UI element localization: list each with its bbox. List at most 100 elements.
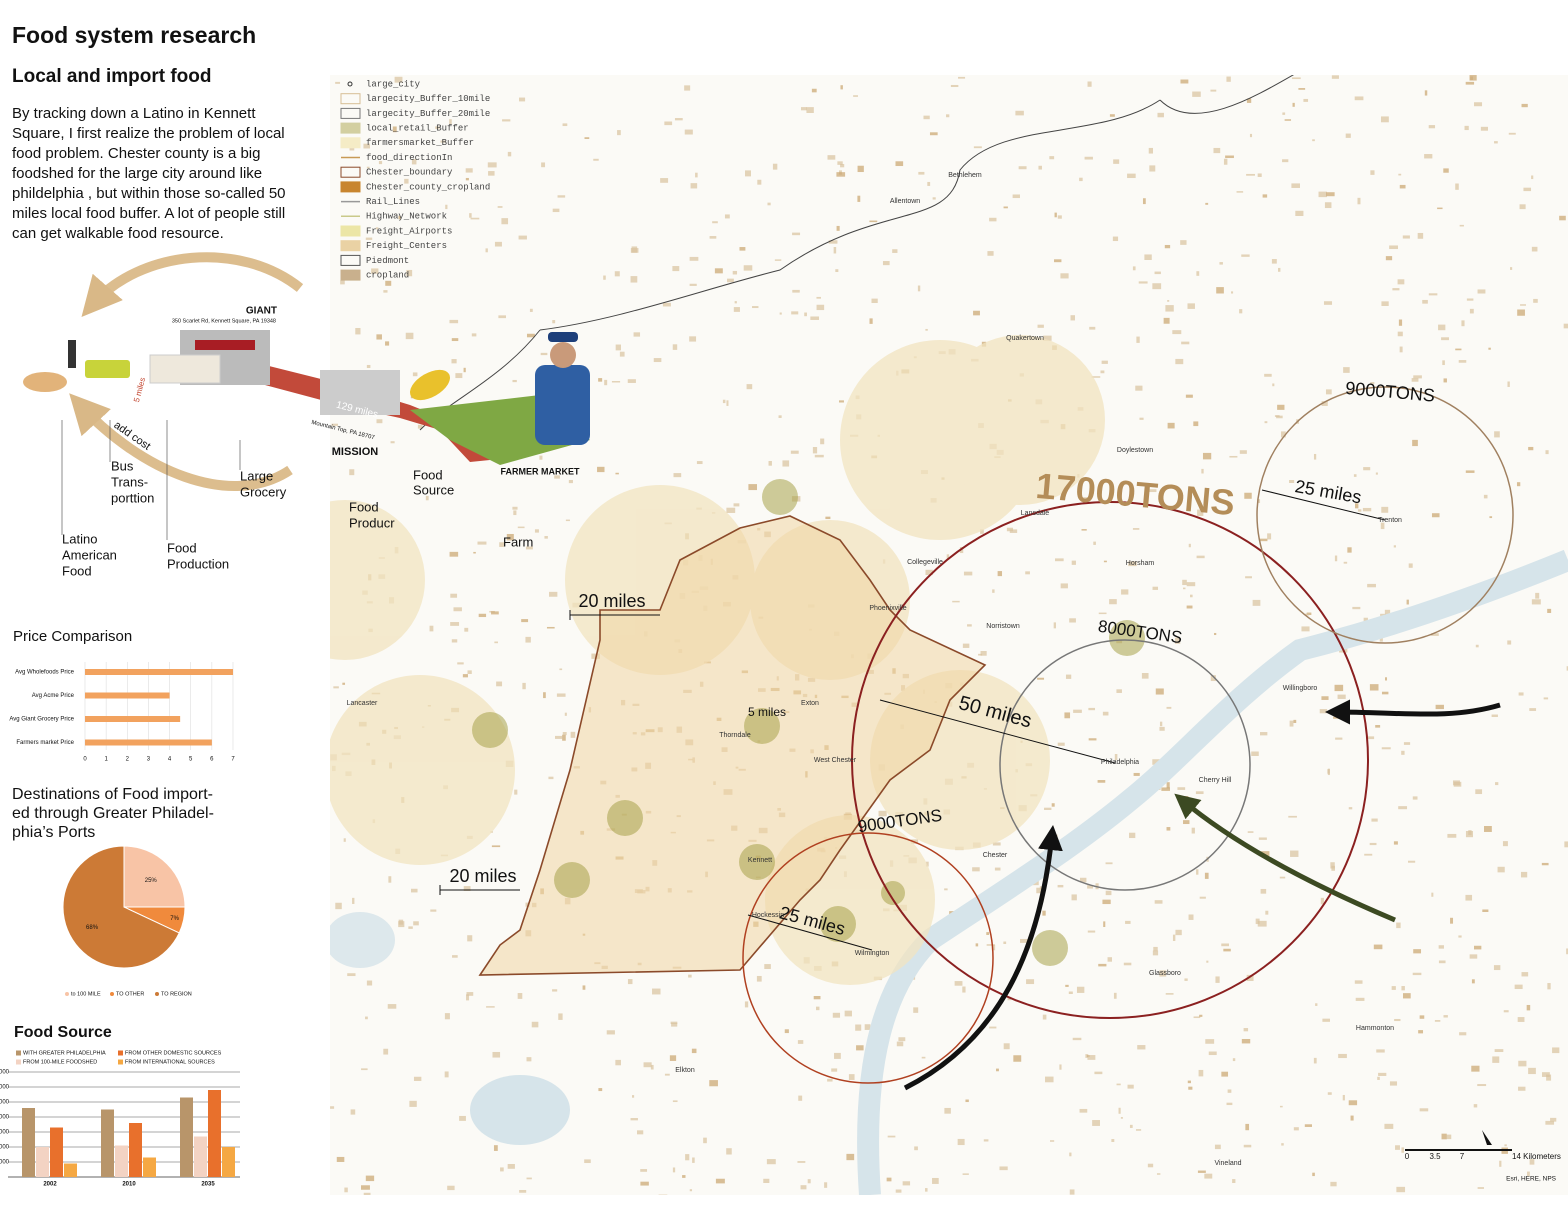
diagram-label: Producr bbox=[349, 515, 395, 530]
crop-patch bbox=[1216, 287, 1224, 294]
crop-patch bbox=[1507, 640, 1512, 645]
crop-patch bbox=[1204, 872, 1209, 879]
pie-slice bbox=[123, 845, 186, 908]
crop-patch bbox=[1441, 337, 1449, 341]
legend-swatch bbox=[340, 269, 361, 281]
crop-patch bbox=[1003, 1043, 1010, 1050]
crop-patch bbox=[643, 1062, 652, 1068]
crop-patch bbox=[798, 1095, 803, 1101]
crop-patch bbox=[1362, 507, 1372, 512]
crop-patch bbox=[664, 1073, 670, 1076]
diagram-label: Food bbox=[349, 499, 379, 514]
crop-patch bbox=[1380, 522, 1385, 530]
crop-patch bbox=[832, 1012, 841, 1018]
crop-patch bbox=[815, 1006, 820, 1011]
crop-patch bbox=[450, 593, 458, 598]
crop-patch bbox=[559, 668, 563, 671]
bar bbox=[50, 1127, 63, 1177]
crop-patch bbox=[692, 1157, 695, 1163]
crop-patch bbox=[1057, 884, 1064, 888]
crop-patch bbox=[669, 1055, 677, 1061]
place-label: Hammonton bbox=[1356, 1025, 1394, 1032]
diagram-label: Source bbox=[413, 482, 454, 497]
crop-patch bbox=[444, 1013, 450, 1020]
crop-patch bbox=[1280, 431, 1286, 438]
legend-label: FROM 100-MILE FOODSHED bbox=[23, 1059, 97, 1065]
crop-patch bbox=[1355, 997, 1365, 1001]
crop-patch bbox=[630, 248, 639, 253]
diagram-label: American bbox=[62, 547, 117, 562]
crop-patch bbox=[411, 888, 418, 893]
crop-patch bbox=[1003, 941, 1007, 945]
crop-patch bbox=[810, 316, 820, 320]
crop-patch bbox=[1545, 450, 1549, 455]
x-tick-label: 2 bbox=[126, 757, 130, 763]
crop-patch bbox=[1123, 962, 1132, 966]
crop-patch bbox=[846, 1153, 855, 1161]
crop-patch bbox=[1152, 759, 1160, 765]
crop-patch bbox=[972, 867, 980, 872]
diagram-label: Large bbox=[240, 468, 273, 483]
crop-patch bbox=[1391, 986, 1396, 990]
crop-patch bbox=[1129, 1124, 1133, 1128]
crop-patch bbox=[349, 469, 355, 476]
crop-patch bbox=[1064, 712, 1071, 719]
crop-patch bbox=[1290, 850, 1299, 857]
crop-patch bbox=[1051, 803, 1055, 807]
crop-patch bbox=[1492, 1056, 1500, 1063]
crop-patch bbox=[756, 975, 762, 982]
crop-patch bbox=[615, 344, 621, 351]
crop-patch bbox=[488, 171, 495, 176]
crop-patch bbox=[1152, 950, 1159, 956]
crop-patch bbox=[898, 1037, 906, 1042]
crop-patch bbox=[1223, 158, 1228, 165]
crop-patch bbox=[1069, 1152, 1072, 1157]
reservoir bbox=[470, 1075, 570, 1145]
crop-patch bbox=[631, 1095, 635, 1098]
crop-patch bbox=[1152, 283, 1162, 290]
retail-buffer bbox=[739, 844, 775, 880]
crop-patch bbox=[1132, 266, 1136, 271]
crop-patch bbox=[604, 379, 608, 386]
cropland-texture bbox=[330, 75, 1568, 1195]
bar bbox=[64, 1163, 77, 1177]
crop-patch bbox=[1167, 422, 1175, 429]
crop-patch bbox=[598, 378, 603, 382]
crop-patch bbox=[1156, 1173, 1161, 1175]
crop-patch bbox=[962, 643, 970, 648]
crop-patch bbox=[1042, 910, 1046, 916]
crop-patch bbox=[1025, 571, 1030, 575]
crop-patch bbox=[1208, 1051, 1217, 1056]
crop-patch bbox=[514, 789, 518, 795]
crop-patch bbox=[869, 318, 873, 324]
body-text: can get walkable food resource. bbox=[12, 225, 224, 242]
crop-patch bbox=[1435, 704, 1444, 710]
crop-patch bbox=[471, 333, 477, 337]
crop-patch bbox=[1026, 979, 1035, 985]
crop-patch bbox=[806, 107, 814, 113]
crop-patch bbox=[1098, 963, 1107, 967]
crop-patch bbox=[1393, 545, 1396, 548]
crop-patch bbox=[1252, 599, 1261, 606]
crop-patch bbox=[800, 1185, 807, 1190]
crop-patch bbox=[857, 195, 861, 202]
crop-patch bbox=[782, 460, 790, 467]
legend-swatch bbox=[16, 1050, 21, 1056]
legend-swatch bbox=[347, 81, 353, 87]
crop-patch bbox=[1375, 725, 1381, 728]
crop-patch bbox=[1517, 309, 1525, 316]
legend-swatch bbox=[340, 122, 361, 134]
crop-patch bbox=[1239, 309, 1243, 314]
crop-patch bbox=[1474, 102, 1483, 107]
crop-patch bbox=[1135, 385, 1143, 391]
crop-patch bbox=[1181, 341, 1190, 345]
crop-patch bbox=[967, 624, 972, 627]
place-label: Elkton bbox=[675, 1067, 695, 1074]
crop-patch bbox=[630, 276, 638, 283]
crop-patch bbox=[1180, 79, 1189, 84]
crop-patch bbox=[1327, 769, 1330, 774]
buffer-50mile bbox=[851, 501, 1369, 1019]
crop-patch bbox=[834, 1052, 841, 1059]
crop-patch bbox=[525, 546, 533, 550]
